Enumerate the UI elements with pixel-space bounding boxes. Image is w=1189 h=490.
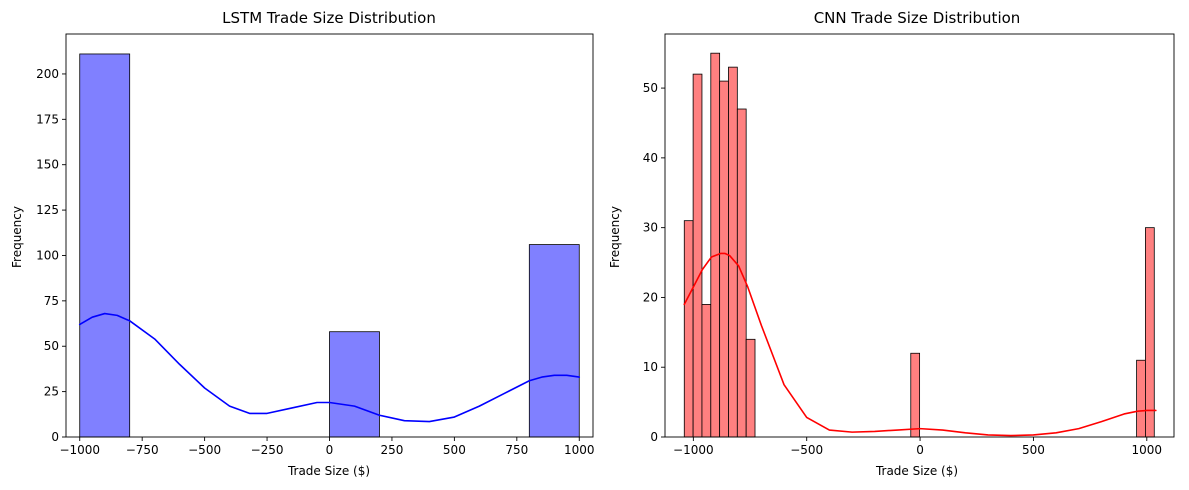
lstm-y-axis-label: Frequency — [10, 206, 24, 268]
cnn-histogram-bar — [1136, 359, 1146, 438]
cnn-histogram-bar — [710, 52, 721, 438]
lstm-x-tick-label: 500 — [443, 443, 466, 457]
lstm-x-tick-label: 750 — [505, 443, 528, 457]
cnn-histogram-bar — [728, 66, 738, 438]
cnn-x-tick-label: 0 — [916, 443, 924, 457]
lstm-x-tick-label: −1000 — [59, 443, 100, 457]
lstm-y-tick-label: 0 — [51, 430, 59, 444]
cnn-y-tick-label: 30 — [643, 221, 658, 235]
lstm-y-tick-label: 125 — [36, 203, 59, 217]
lstm-x-tick-label: 250 — [380, 443, 403, 457]
cnn-x-axis-label: Trade Size ($) — [875, 464, 958, 478]
cnn-y-tick-label: 50 — [643, 81, 658, 95]
cnn-x-tick-label: −500 — [790, 443, 823, 457]
lstm-y-tick-label: 50 — [44, 339, 59, 353]
cnn-y-tick-label: 20 — [643, 290, 658, 304]
lstm-y-tick-label: 100 — [36, 248, 59, 262]
lstm-histogram-bar — [79, 53, 131, 438]
cnn-y-tick-label: 0 — [650, 430, 658, 444]
cnn-histogram-bar — [692, 73, 703, 438]
cnn-histogram-bar — [701, 304, 712, 438]
lstm-kde-line — [78, 312, 581, 423]
cnn-x-tick-label: 500 — [1022, 443, 1045, 457]
cnn-kde-line — [683, 252, 1157, 437]
lstm-y-tick-label: 25 — [44, 385, 59, 399]
lstm-histogram-bar — [329, 331, 380, 438]
cnn-axes-frame — [664, 33, 1175, 438]
lstm-x-tick-label: −500 — [188, 443, 221, 457]
lstm-chart-title: LSTM Trade Size Distribution — [222, 9, 436, 27]
cnn-histogram-bar — [719, 80, 729, 438]
cnn-histogram-bar — [683, 220, 694, 438]
lstm-y-tick-label: 150 — [36, 158, 59, 172]
cnn-histogram-bar — [1145, 227, 1155, 438]
lstm-x-tick-label: 1000 — [564, 443, 595, 457]
lstm-x-tick-label: 0 — [326, 443, 334, 457]
cnn-y-axis-label: Frequency — [608, 206, 622, 268]
lstm-x-tick-label: −750 — [126, 443, 159, 457]
lstm-plot-area: −1000 −750 −500 −250 0 250 500 750 1000 0 25 50 75 10… — [36, 33, 595, 457]
cnn-x-tick-label: 1000 — [1132, 443, 1163, 457]
lstm-x-tick-label: −250 — [251, 443, 284, 457]
cnn-plot-area: −1000 −500 0 500 1000 0 10 20 30 40 50 — [643, 33, 1175, 457]
cnn-histogram-bar — [745, 338, 756, 438]
cnn-histogram-bar — [910, 352, 921, 438]
cnn-y-tick-label: 40 — [643, 151, 658, 165]
lstm-histogram-bar — [528, 244, 580, 438]
lstm-x-axis-label: Trade Size ($) — [287, 464, 370, 478]
cnn-x-tick-label: −1000 — [673, 443, 714, 457]
cnn-y-tick-label: 10 — [643, 360, 658, 374]
lstm-y-tick-label: 75 — [44, 294, 59, 308]
cnn-chart-title: CNN Trade Size Distribution — [814, 9, 1021, 27]
lstm-y-tick-label: 175 — [36, 112, 59, 126]
lstm-y-tick-label: 200 — [36, 67, 59, 81]
lstm-panel: LSTM Trade Size Distribution −1000 −750 −5… — [10, 9, 595, 478]
cnn-panel: CNN Trade Size Distribution −1000 −500 0 50… — [608, 9, 1175, 478]
